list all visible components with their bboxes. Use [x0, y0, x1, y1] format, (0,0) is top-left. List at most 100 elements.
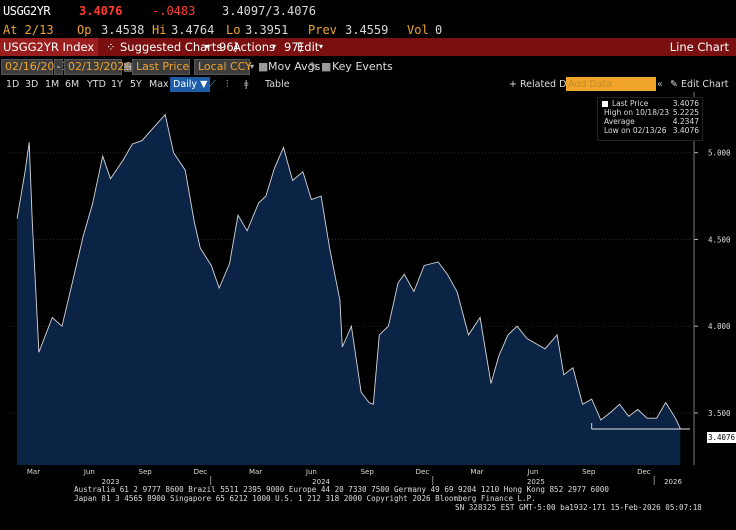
currency-selector[interactable]: Local CCY — [194, 59, 252, 75]
period-5y[interactable]: 5Y — [130, 79, 142, 90]
actions-menu[interactable]: Actions — [233, 40, 276, 54]
legend-swatch — [602, 101, 608, 107]
related-data-label: Related Dat — [519, 79, 576, 90]
footer-line: Australia 61 2 9777 8600 Brazil 5511 239… — [74, 485, 609, 494]
suggested-charts-icon: ⁘ — [106, 40, 116, 54]
x-tick-label: Mar — [249, 468, 262, 476]
start-date-field[interactable]: 02/16/2023 — [1, 59, 68, 75]
dropdown-arrow-icon: ▾ — [319, 42, 324, 51]
related-data-button[interactable]: + Related Dat — [509, 79, 576, 90]
period-ytd[interactable]: YTD — [87, 79, 106, 90]
collapse-icon[interactable]: « — [657, 79, 663, 90]
key-events-checkbox[interactable]: ■ — [321, 60, 332, 73]
legend-row: Average 4.2347 — [598, 117, 702, 126]
dropdown-arrow-icon: ▾ — [272, 42, 277, 51]
high-label: Hi — [152, 23, 167, 37]
prev-value: 3.4559 — [345, 23, 389, 37]
chart-legend[interactable]: Last Price 3.4076 High on 10/18/23 5.222… — [597, 97, 703, 141]
legend-value: 4.2347 — [672, 117, 699, 126]
edit-chart-button[interactable]: ✎ Edit Chart — [670, 79, 729, 90]
x-year-label: 2026 — [664, 478, 682, 486]
chart-style-icon[interactable]: ⫶ — [226, 79, 229, 90]
period-1m[interactable]: 1M — [45, 79, 60, 90]
legend-label: Last Price — [612, 99, 649, 108]
key-events-label[interactable]: Key Events — [332, 60, 393, 73]
edit-number: 97) — [284, 40, 304, 54]
edit-menu[interactable]: Edit — [297, 40, 320, 54]
suggested-charts-menu[interactable]: Suggested Charts — [120, 40, 223, 54]
function-menubar: USGG2YR Index ⁘ Suggested Charts ▾ 96) A… — [0, 38, 736, 56]
low-value: 3.3951 — [245, 23, 289, 37]
chart-settings-bar: 02/16/2023 - 02/13/2026 ▦ Last Price Loc… — [0, 59, 736, 75]
x-axis: Mar Jun Sep Dec Mar Jun Sep Dec Mar Jun Sep Dec 2023… — [27, 468, 683, 486]
ticker: USGG2YR — [3, 4, 51, 18]
end-date-field[interactable]: 02/13/2026 — [64, 59, 131, 75]
chart-type-label[interactable]: Line Chart — [669, 40, 729, 54]
x-tick-label: Sep — [139, 468, 153, 476]
period-3d[interactable]: 3D — [25, 79, 39, 90]
x-tick-label: Dec — [416, 468, 430, 476]
legend-row: Last Price 3.4076 — [598, 99, 702, 108]
currency-dropdown-icon[interactable]: ▾ — [250, 62, 255, 71]
price-area — [17, 114, 681, 465]
y-tick-label: 4.000 — [708, 322, 731, 331]
frequency-label: Daily — [173, 79, 198, 90]
chart-svg[interactable]: 3.500 4.000 4.500 5.000 Mar Jun Sep Dec Mar Jun S… — [0, 92, 736, 492]
low-reference-line — [591, 423, 690, 430]
prev-label: Prev — [308, 23, 337, 37]
period-max[interactable]: Max — [149, 79, 169, 90]
pencil-icon[interactable]: ✎ — [309, 60, 319, 73]
last-value-tag: 3.4076 — [707, 432, 736, 443]
calendar-icon[interactable]: ▦ — [123, 60, 134, 73]
cursor-icon[interactable]: ǂ — [244, 79, 249, 90]
volume-value: 0 — [435, 23, 443, 37]
legend-value: 5.2225 — [672, 108, 699, 117]
period-bar: 1D 3D 1M 6M YTD 1Y 5Y Max Daily ▼ ⟋ ⫶ ǂ … — [0, 77, 736, 92]
mov-avgs-checkbox[interactable]: ■ — [258, 60, 269, 73]
x-tick-label: Mar — [470, 468, 483, 476]
bid-ask: 3.4097/3.4076 — [222, 4, 316, 18]
period-1d[interactable]: 1D — [6, 79, 20, 90]
open-value: 3.4538 — [101, 23, 145, 37]
period-1y[interactable]: 1Y — [111, 79, 123, 90]
legend-label: Low on 02/13/26 — [604, 126, 667, 135]
price-line — [16, 113, 681, 429]
x-tick-label: Dec — [194, 468, 208, 476]
open-label: Op — [77, 23, 92, 37]
x-tick-label: Jun — [83, 468, 95, 476]
high-value: 3.4764 — [171, 23, 215, 37]
price-chart[interactable]: 3.500 4.000 4.500 5.000 Mar Jun Sep Dec Mar Jun S… — [0, 92, 736, 530]
add-data-field[interactable]: Add Data — [566, 77, 656, 91]
security-tab[interactable] — [0, 38, 98, 56]
volume-label: Vol — [407, 23, 429, 37]
field-selector[interactable]: Last Price — [132, 59, 190, 75]
security-name[interactable]: USGG2YR Index — [3, 40, 95, 54]
x-tick-label: Dec — [637, 468, 651, 476]
legend-label: High on 10/18/23 — [604, 108, 670, 117]
x-tick-label: Jun — [526, 468, 538, 476]
table-button[interactable]: Table — [265, 79, 290, 90]
x-year-label: 2024 — [312, 478, 330, 486]
low-label: Lo — [226, 23, 241, 37]
add-data-placeholder: Add Data — [568, 79, 613, 90]
x-tick-label: Sep — [361, 468, 375, 476]
quote-stats: At 2/13 Op 3.4538 Hi 3.4764 Lo 3.3951 Pr… — [0, 20, 736, 40]
period-6m[interactable]: 6M — [65, 79, 80, 90]
y-axis: 3.500 4.000 4.500 5.000 — [693, 92, 731, 465]
legend-value: 3.4076 — [672, 99, 699, 108]
actions-number: 96) — [219, 40, 239, 54]
y-tick-label: 5.000 — [708, 149, 731, 158]
edit-chart-label: Edit Chart — [680, 79, 729, 90]
mov-avgs-label[interactable]: Mov Avgs — [268, 60, 321, 73]
legend-row: High on 10/18/23 5.2225 — [598, 108, 702, 117]
as-of-date: At 2/13 — [3, 23, 54, 37]
legend-row: Low on 02/13/26 3.4076 — [598, 126, 702, 135]
frequency-selector[interactable]: Daily ▼ — [170, 77, 211, 92]
x-year-label: 2023 — [102, 478, 120, 486]
line-style-icon[interactable]: ⟋ — [209, 79, 216, 90]
legend-label: Average — [604, 117, 635, 126]
x-tick-label: Mar — [27, 468, 40, 476]
footer-line: SN 328325 EST GMT-5:00 ba1932-171 15-Feb… — [455, 503, 702, 512]
last-price: 3.4076 — [79, 4, 123, 18]
footer-line: Japan 81 3 4565 8900 Singapore 65 6212 1… — [74, 494, 536, 503]
